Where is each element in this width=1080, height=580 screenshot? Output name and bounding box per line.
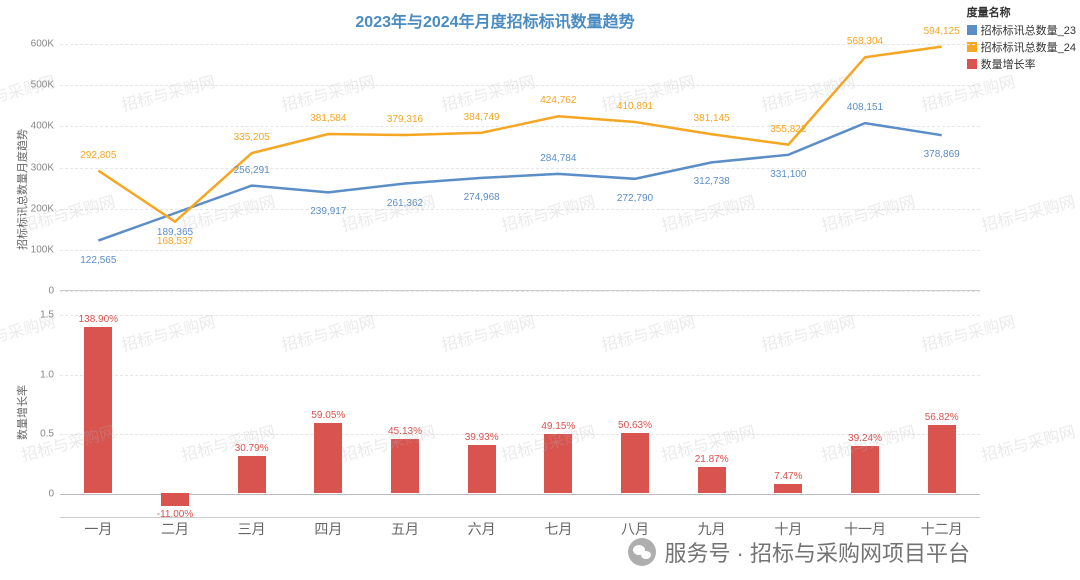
source-overlay-text: 服务号 · 招标与采购网项目平台 — [664, 536, 970, 568]
data-label: 381,145 — [694, 113, 730, 124]
x-tick: 五月 — [367, 519, 444, 539]
bottom-ytick: 1.0 — [40, 369, 60, 380]
bottom-bar-chart: 00.51.01.5 138.90%-11.00%30.79%59.05%45.… — [60, 303, 980, 518]
data-label: 122,565 — [80, 255, 116, 266]
legend-label: 数量增长率 — [981, 56, 1036, 72]
growth-bar — [314, 423, 342, 494]
top-ytick: 200K — [31, 203, 60, 214]
growth-bar — [621, 433, 649, 493]
bar-label: 56.82% — [925, 412, 959, 423]
data-label: 284,784 — [540, 153, 576, 164]
growth-bar — [391, 439, 419, 493]
data-label: 379,316 — [387, 114, 423, 125]
bar-label: 49.15% — [541, 421, 575, 432]
top-ytick: 100K — [31, 244, 60, 255]
legend-label: 招标标讯总数量_23 — [981, 22, 1076, 38]
top-line-chart: 0100K200K300K400K500K600K 122,565189,365… — [60, 36, 980, 291]
chart-container: 2023年与2024年月度招标标讯数量趋势 度量名称 招标标讯总数量_23招标标… — [0, 0, 1080, 580]
data-label: 292,805 — [80, 149, 116, 160]
source-overlay: 服务号 · 招标与采购网项目平台 — [628, 536, 970, 568]
growth-bar — [84, 327, 112, 493]
data-label: 312,738 — [694, 176, 730, 187]
x-tick: 一月 — [60, 519, 137, 539]
legend-label: 招标标讯总数量_24 — [981, 39, 1076, 55]
data-label: 408,151 — [847, 102, 883, 113]
legend-item: 招标标讯总数量_23 — [967, 22, 1076, 38]
data-label: 378,869 — [924, 149, 960, 160]
data-label: 272,790 — [617, 193, 653, 204]
x-tick: 二月 — [137, 519, 214, 539]
data-label: 384,749 — [464, 112, 500, 123]
bar-label: 138.90% — [79, 314, 118, 325]
bar-label: 21.87% — [695, 454, 729, 465]
top-y-axis-label: 招标标讯总数量月度趋势 — [14, 129, 30, 250]
growth-bar — [468, 445, 496, 493]
bottom-ytick: 1.5 — [40, 309, 60, 320]
top-ytick: 300K — [31, 162, 60, 173]
bar-label: 50.63% — [618, 420, 652, 431]
watermark: 招标与采购网 — [0, 68, 57, 116]
bar-label: 30.79% — [235, 443, 269, 454]
bar-label: 59.05% — [311, 410, 345, 421]
growth-bar — [774, 484, 802, 493]
bottom-ytick: 0.5 — [40, 429, 60, 440]
bar-label: 39.24% — [848, 433, 882, 444]
data-label: 335,205 — [234, 132, 270, 143]
legend-title: 度量名称 — [967, 4, 1076, 20]
growth-bar — [161, 493, 189, 506]
data-label: 168,537 — [157, 236, 193, 247]
growth-bar — [238, 456, 266, 493]
bottom-y-axis-label: 数量增长率 — [14, 385, 30, 440]
data-label: 331,100 — [770, 169, 806, 180]
x-tick: 六月 — [443, 519, 520, 539]
data-label: 594,125 — [924, 25, 960, 36]
legend-swatch — [967, 25, 977, 35]
data-label: 355,822 — [770, 123, 806, 134]
legend-item: 招标标讯总数量_24 — [967, 39, 1076, 55]
legend: 度量名称 招标标讯总数量_23招标标讯总数量_24数量增长率 — [967, 4, 1076, 73]
x-tick: 七月 — [520, 519, 597, 539]
watermark: 招标与采购网 — [979, 418, 1078, 466]
top-ytick: 500K — [31, 80, 60, 91]
bar-label: 7.47% — [774, 471, 802, 482]
top-ytick: 400K — [31, 121, 60, 132]
data-label: 381,584 — [310, 113, 346, 124]
data-label: 261,362 — [387, 198, 423, 209]
growth-bar — [544, 434, 572, 493]
watermark: 招标与采购网 — [979, 188, 1078, 236]
bar-label: 39.93% — [465, 432, 499, 443]
bar-label: 45.13% — [388, 426, 422, 437]
growth-bar — [851, 446, 879, 493]
data-label: 410,891 — [617, 101, 653, 112]
growth-bar — [698, 467, 726, 493]
wechat-icon — [628, 538, 656, 566]
bottom-ytick: 0 — [48, 489, 60, 500]
data-label: 239,917 — [310, 206, 346, 217]
growth-bar — [928, 425, 956, 493]
legend-item: 数量增长率 — [967, 56, 1076, 72]
top-line-svg — [60, 36, 980, 291]
x-tick: 三月 — [213, 519, 290, 539]
data-label: 424,762 — [540, 95, 576, 106]
top-ytick: 600K — [31, 39, 60, 50]
top-ytick: 0 — [48, 286, 60, 297]
data-label: 256,291 — [234, 164, 270, 175]
x-tick: 四月 — [290, 519, 367, 539]
data-label: 568,304 — [847, 36, 883, 47]
chart-title: 2023年与2024年月度招标标讯数量趋势 — [0, 8, 990, 32]
series-line — [98, 123, 941, 240]
data-label: 274,968 — [464, 192, 500, 203]
